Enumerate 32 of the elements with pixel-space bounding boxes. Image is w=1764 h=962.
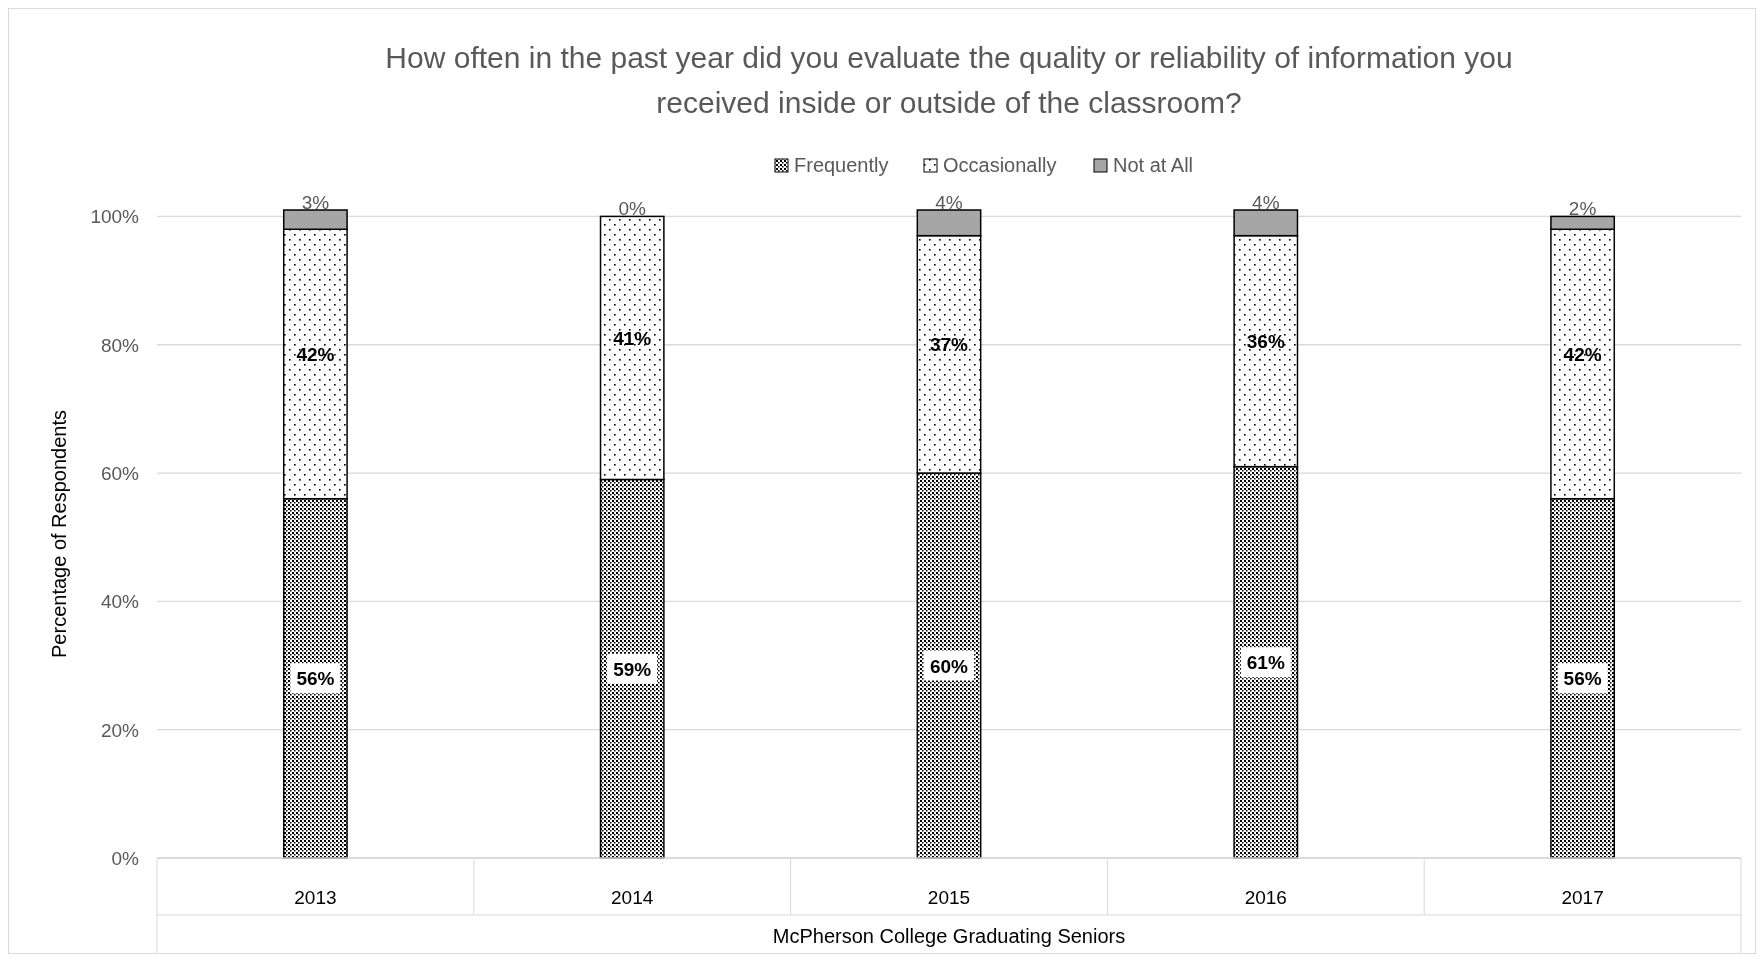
y-tick-label: 20% <box>100 719 140 741</box>
data-label: 59% <box>613 658 652 680</box>
x-tick-label: 2017 <box>1561 887 1604 908</box>
data-label: 0% <box>618 198 647 220</box>
data-label: 3% <box>301 192 330 213</box>
chart-title: How often in the past year did you evaluate the quality or reliability of information you received inside or outside of the classroom? <box>385 41 1513 119</box>
data-label: 42% <box>296 343 335 365</box>
data-label: 56% <box>296 668 335 690</box>
y-tick-label: 100% <box>90 206 140 228</box>
x-axis-title: McPherson College Graduating Seniors <box>772 925 1126 947</box>
y-tick-label: 60% <box>100 463 140 485</box>
y-tick-label: 40% <box>100 591 140 613</box>
data-label: 61% <box>1246 652 1285 674</box>
data-label: 60% <box>929 655 969 677</box>
y-axis-title: Percentage of Respondents <box>48 410 70 658</box>
data-label: 37% <box>929 334 969 356</box>
x-tick-label: 2016 <box>1244 887 1287 908</box>
data-label: 42% <box>1563 343 1602 365</box>
y-tick-label: 80% <box>100 334 140 356</box>
data-label: 36% <box>1246 331 1285 353</box>
data-label: 2% <box>1568 198 1597 220</box>
data-label: 4% <box>935 192 963 213</box>
legend-label: Not at All <box>1113 154 1194 176</box>
legend-label: Occasionally <box>943 154 1057 176</box>
x-tick-label: 2014 <box>611 887 654 908</box>
x-tick-label: 2015 <box>927 887 971 908</box>
x-tick-label: 2013 <box>294 887 337 908</box>
legend-label: Frequently <box>794 154 889 176</box>
data-label: 56% <box>1563 668 1602 690</box>
data-label: 41% <box>613 327 652 349</box>
data-label: 4% <box>1252 192 1280 213</box>
y-tick-label: 0% <box>111 848 140 869</box>
